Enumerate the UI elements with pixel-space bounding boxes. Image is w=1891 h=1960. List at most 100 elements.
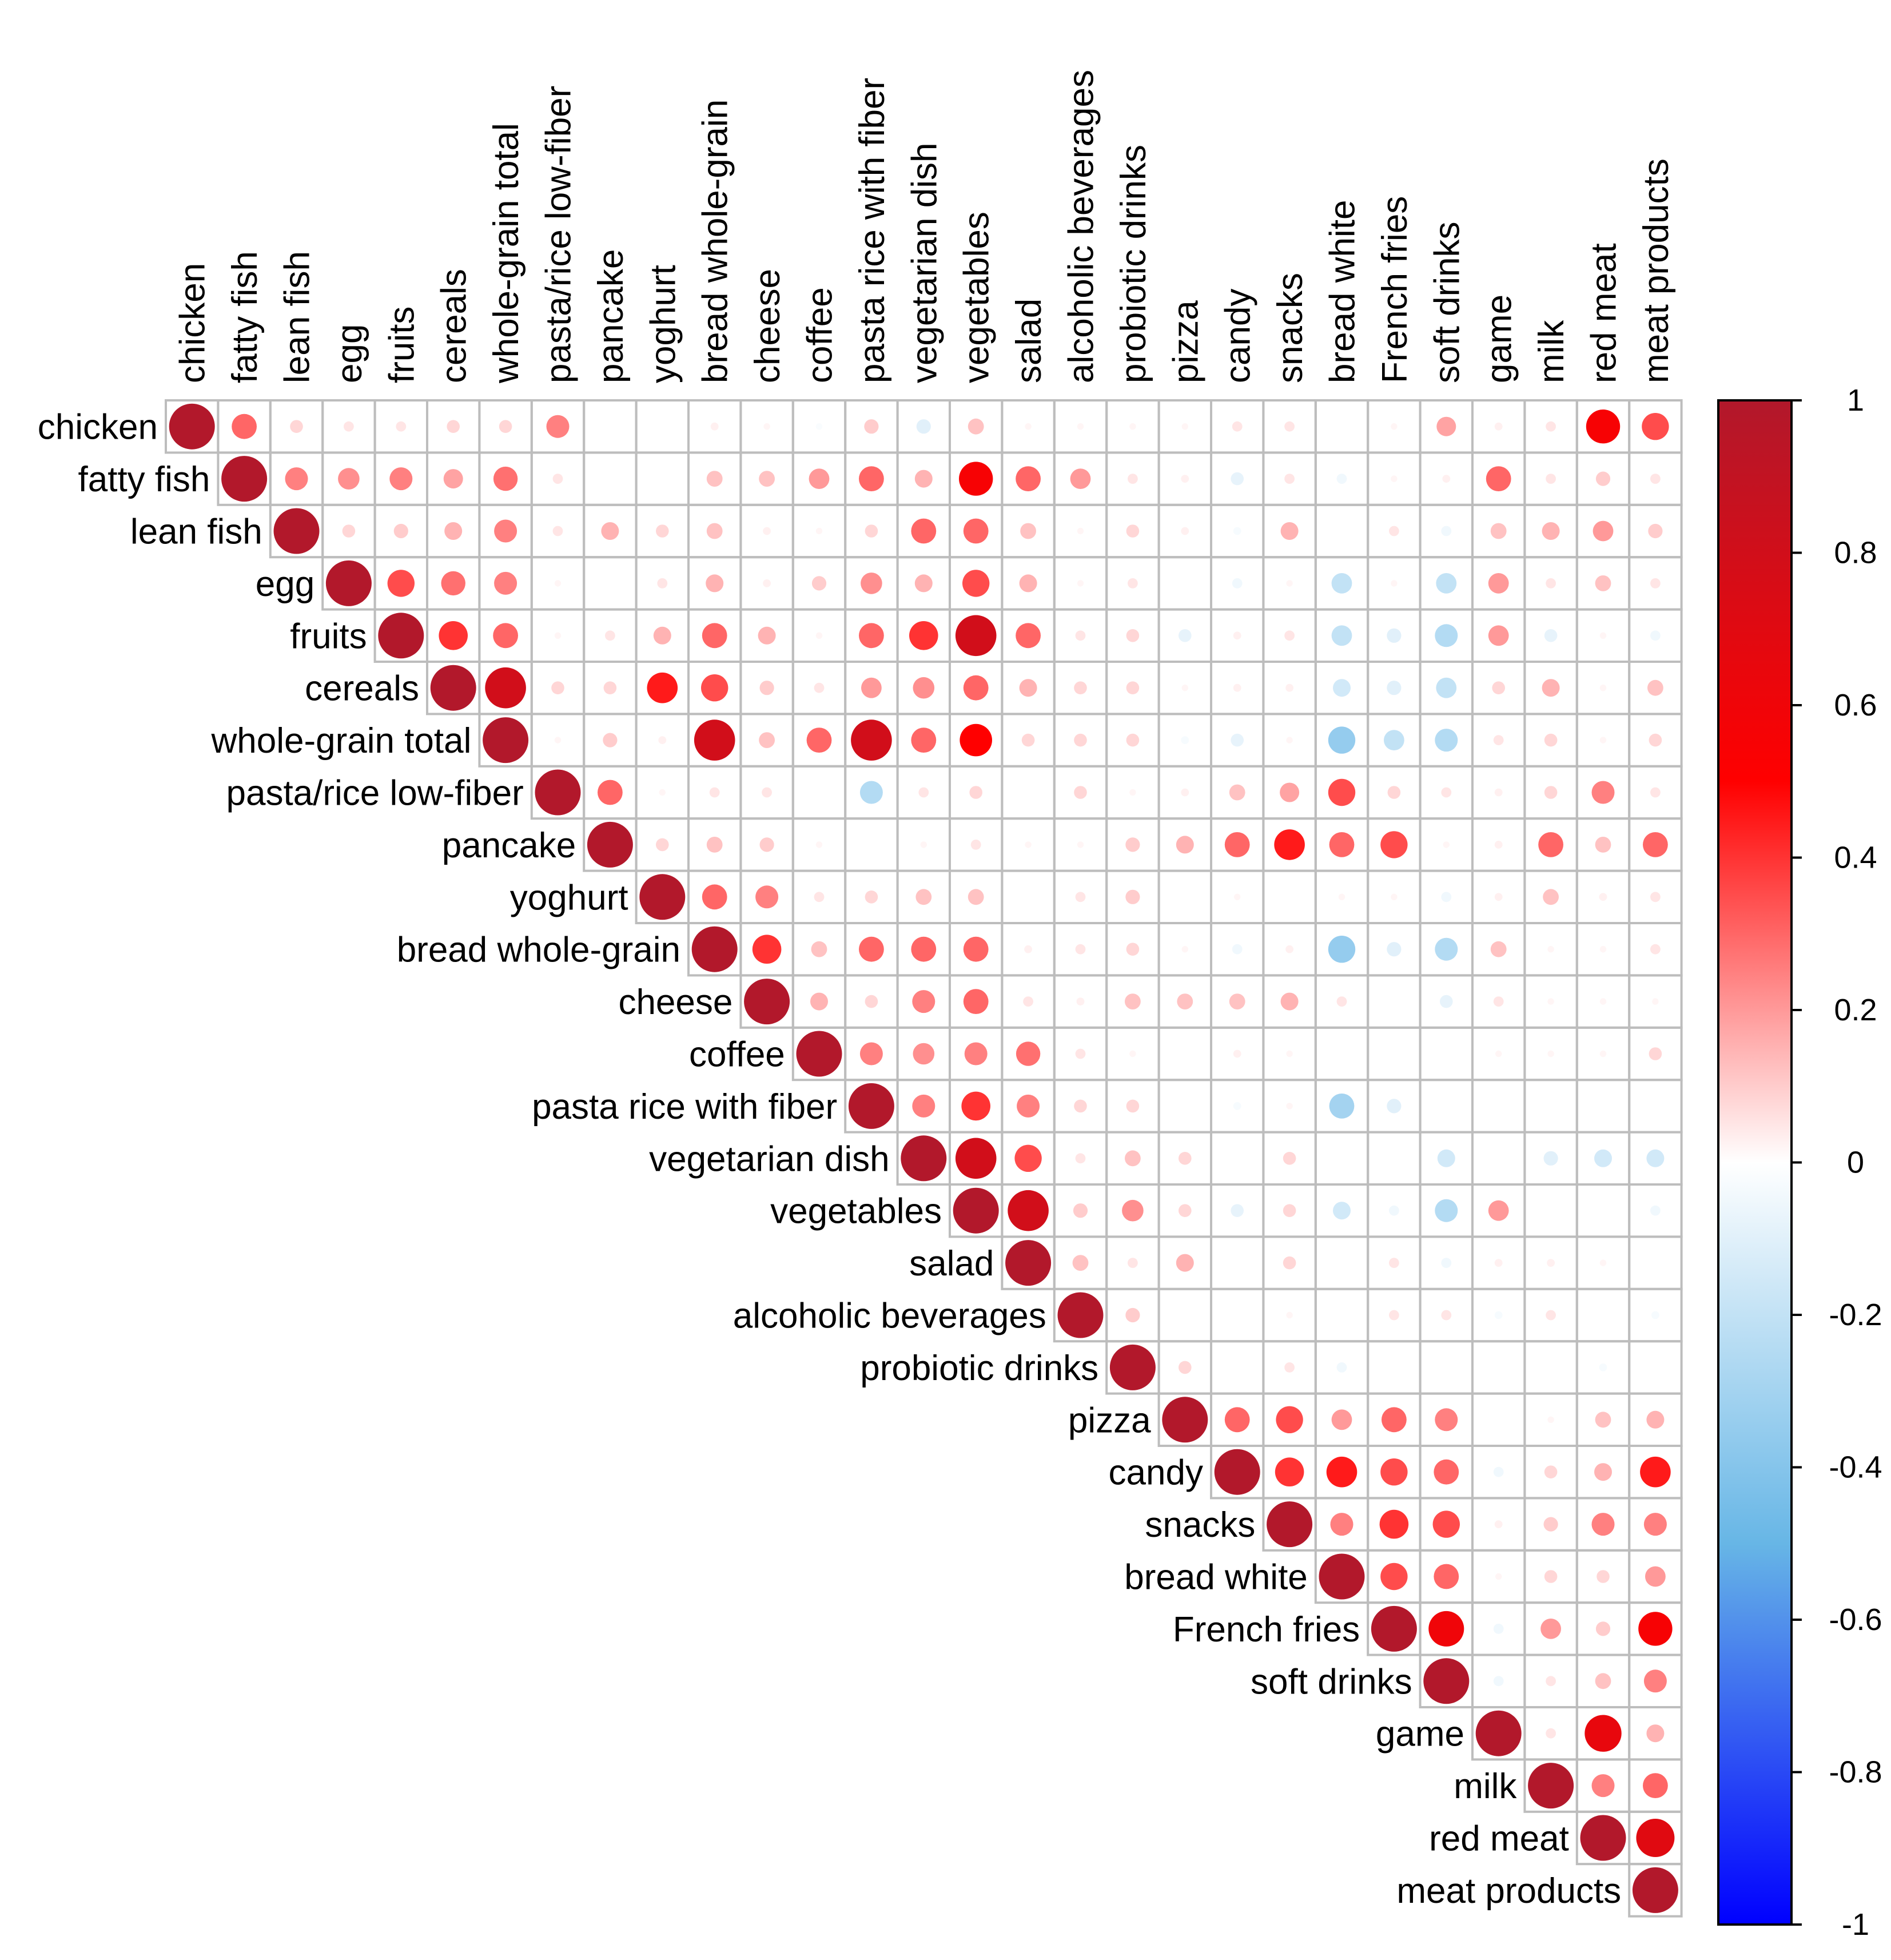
corr-circle-fruits-milk <box>1544 629 1558 642</box>
corr-circle-lean-fish-bread-whole-grain <box>706 523 723 539</box>
corr-circle-salad-game <box>1494 1259 1503 1267</box>
corr-circle-fruits-vegetables <box>955 615 997 657</box>
corr-circle-lean-fish-vegetarian-dish <box>911 518 937 544</box>
corr-circle-bread-whole-grain-vegetables <box>963 936 989 962</box>
corr-circle-lean-fish-red-meat <box>1593 520 1614 542</box>
corr-circle-fruits-meat-products <box>1650 630 1661 641</box>
corr-circle-bread-whole-grain-vegetarian-dish <box>911 936 937 962</box>
grid-cell <box>1210 1340 1265 1395</box>
corr-circle-snacks-french-fries <box>1379 1509 1409 1539</box>
corr-circle-cereals-yoghurt <box>647 672 678 703</box>
grid-cell <box>635 399 690 454</box>
corr-circle-bread-white-red-meat <box>1597 1570 1610 1583</box>
corr-circle-cereals-pasta-rice-low-fiber <box>551 681 564 694</box>
corr-circle-chicken-pizza <box>1181 423 1188 430</box>
corr-circle-french-fries-red-meat <box>1595 1621 1611 1636</box>
grid-cell <box>1575 1079 1631 1134</box>
corr-circle-pancake-alcoholic-beverages <box>1077 841 1084 848</box>
corr-circle-lean-fish-candy <box>1233 527 1241 535</box>
grid-cell <box>1523 1183 1578 1238</box>
col-label-pasta-rice-with-fiber: pasta rice with fiber <box>853 78 892 383</box>
corr-circle-bread-whole-grain-salad <box>1024 945 1032 953</box>
grid-cell <box>1367 974 1422 1029</box>
corr-circle-yoghurt-bread-white <box>1338 893 1345 901</box>
corr-circle-fruits-coffee <box>815 632 823 639</box>
row-label-yoghurt: yoghurt <box>510 878 628 917</box>
color-legend-label: -1 <box>1842 1907 1869 1942</box>
corr-circle-cheese-game <box>1493 996 1504 1007</box>
corr-circle-egg-alcoholic-beverages <box>1077 580 1084 587</box>
corr-circle-pancake-candy <box>1224 832 1250 857</box>
grid-cell <box>1314 1287 1370 1343</box>
corr-circle-fruits-yoghurt <box>653 626 671 645</box>
corr-circle-egg-game <box>1488 573 1509 594</box>
corr-circle-cheese-salad <box>1023 996 1033 1007</box>
corr-circle-pancake-pancake <box>587 821 633 868</box>
corr-circle-fruits-candy <box>1233 631 1241 640</box>
corr-circle-yoghurt-yoghurt <box>639 874 686 920</box>
corr-circle-bread-whole-grain-pasta-rice-with-fiber <box>859 936 884 962</box>
corr-circle-lean-fish-fruits <box>393 523 408 539</box>
corr-circle-whole-grain-total-french-fries <box>1384 730 1404 750</box>
corr-circle-pasta-rice-with-fiber-probiotic-drinks <box>1126 1099 1140 1113</box>
corr-circle-bread-white-meat-products <box>1645 1566 1666 1587</box>
corr-circle-cereals-game <box>1492 681 1505 694</box>
corr-circle-candy-red-meat <box>1594 1463 1612 1481</box>
corr-circle-pasta-rice-low-fiber-yoghurt <box>659 789 666 796</box>
corr-circle-chicken-milk <box>1546 421 1556 432</box>
col-label-milk: milk <box>1532 320 1571 383</box>
corr-circle-cheese-cheese <box>744 979 790 1025</box>
corr-circle-cereals-milk <box>1542 679 1560 697</box>
grid-cell <box>1471 1131 1526 1186</box>
corr-circle-fruits-probiotic-drinks <box>1126 629 1140 642</box>
grid-cell <box>1157 556 1212 611</box>
corr-circle-chicken-snacks <box>1284 421 1295 432</box>
col-label-soft-drinks: soft drinks <box>1427 221 1467 383</box>
corr-circle-yoghurt-french-fries <box>1391 893 1398 901</box>
corr-circle-egg-meat-products <box>1650 578 1661 589</box>
corr-circle-pancake-snacks <box>1274 829 1305 860</box>
corr-circle-alcoholic-beverages-probiotic-drinks <box>1125 1307 1140 1323</box>
corr-circle-whole-grain-total-candy <box>1231 733 1244 747</box>
grid-cell <box>1262 869 1317 924</box>
corr-circle-whole-grain-total-cheese <box>759 732 775 748</box>
corr-circle-lean-fish-soft-drinks <box>1441 526 1452 536</box>
corr-circle-lean-fish-pasta-rice-with-fiber <box>865 524 878 538</box>
corr-circle-yoghurt-red-meat <box>1599 893 1607 901</box>
corr-circle-pancake-bread-whole-grain <box>706 837 723 853</box>
color-legend-label: -0.4 <box>1829 1450 1882 1485</box>
corr-circle-vegetables-vegetables <box>953 1187 999 1234</box>
corr-circle-whole-grain-total-probiotic-drinks <box>1126 733 1140 747</box>
corr-circle-chicken-bread-whole-grain <box>710 422 719 431</box>
corr-circle-coffee-salad <box>1016 1041 1041 1066</box>
corr-circle-whole-grain-total-coffee <box>806 727 832 753</box>
corr-circle-cereals-snacks <box>1285 683 1294 692</box>
grid-cell <box>1471 1340 1526 1395</box>
corr-circle-snacks-meat-products <box>1643 1513 1667 1536</box>
grid-cell <box>1314 503 1370 559</box>
corr-circle-salad-alcoholic-beverages <box>1072 1255 1089 1271</box>
corr-circle-fatty-fish-lean-fish <box>285 467 308 491</box>
corr-circle-chicken-vegetarian-dish <box>916 419 931 434</box>
color-legend-label: 0 <box>1847 1146 1864 1180</box>
corr-circle-alcoholic-beverages-soft-drinks <box>1441 1310 1452 1321</box>
corr-circle-alcoholic-beverages-game <box>1494 1311 1503 1319</box>
corr-circle-fatty-fish-soft-drinks <box>1442 475 1451 483</box>
corr-circle-vegetables-probiotic-drinks <box>1122 1199 1144 1222</box>
col-label-fatty-fish: fatty fish <box>225 251 265 383</box>
corr-circle-coffee-pasta-rice-with-fiber <box>859 1042 883 1066</box>
col-label-french-fries: French fries <box>1375 196 1415 383</box>
row-label-candy: candy <box>1109 1453 1203 1493</box>
corr-circle-pancake-milk <box>1538 832 1564 857</box>
corr-circle-egg-candy <box>1232 578 1243 589</box>
corr-circle-vegetables-salad <box>1008 1190 1049 1231</box>
corr-circle-pasta-rice-low-fiber-cheese <box>762 787 772 798</box>
corr-circle-vegetarian-dish-probiotic-drinks <box>1125 1150 1141 1167</box>
col-label-snacks: snacks <box>1271 273 1310 383</box>
corr-circle-vegetables-soft-drinks <box>1435 1199 1458 1222</box>
corr-circle-cheese-alcoholic-beverages <box>1076 997 1085 1005</box>
corr-circle-cheese-pasta-rice-with-fiber <box>865 995 878 1008</box>
corr-circle-pasta-rice-with-fiber-pasta-rice-with-fiber <box>848 1083 894 1129</box>
corr-circle-candy-candy <box>1214 1449 1260 1495</box>
corr-circle-vegetables-french-fries <box>1389 1205 1399 1216</box>
